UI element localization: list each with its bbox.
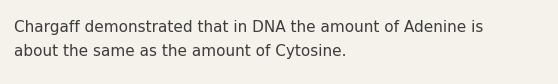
Text: about the same as the amount of Cytosine.: about the same as the amount of Cytosine…	[14, 44, 347, 59]
Text: Chargaff demonstrated that in DNA the amount of Adenine is: Chargaff demonstrated that in DNA the am…	[14, 20, 483, 35]
